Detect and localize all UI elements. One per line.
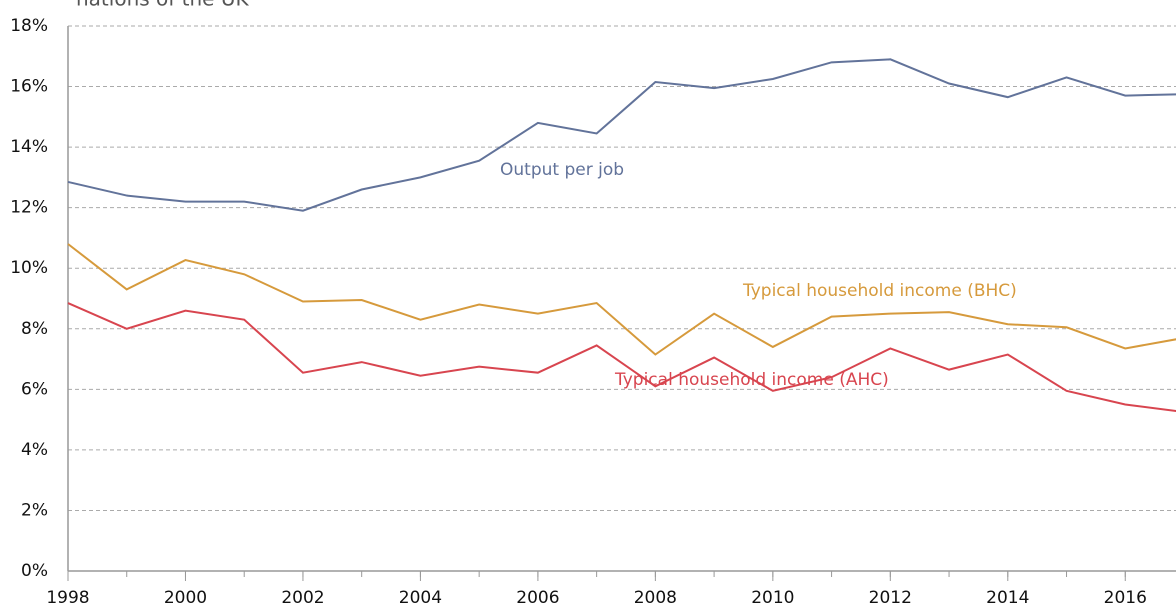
x-tick-label: 2008 — [634, 588, 677, 608]
x-tick-label: 2004 — [399, 588, 442, 608]
series-label: Typical household income (AHC) — [614, 370, 889, 390]
x-tick-label: 2014 — [986, 588, 1029, 608]
x-tick-label: 1998 — [46, 588, 89, 608]
x-tick-label: 2016 — [1104, 588, 1147, 608]
y-tick-label: 6% — [21, 379, 48, 399]
y-tick-label: 4% — [21, 440, 48, 460]
x-tick-label: 2010 — [751, 588, 794, 608]
y-tick-label: 18% — [10, 16, 48, 36]
y-tick-label: 14% — [10, 137, 48, 157]
y-tick-label: 16% — [10, 77, 48, 97]
x-tick-label: 2012 — [869, 588, 912, 608]
series-label: Typical household income (BHC) — [742, 281, 1017, 301]
x-tick-label: 2006 — [516, 588, 559, 608]
series-line — [67, 243, 1176, 356]
chart-subtitle: nations of the UK — [76, 0, 249, 11]
series-line — [67, 58, 1176, 212]
y-tick-label: 2% — [21, 500, 48, 520]
y-tick-label: 0% — [21, 561, 48, 581]
x-tick-label: 2002 — [281, 588, 324, 608]
y-tick-label: 10% — [10, 258, 48, 278]
x-tick-label: 2000 — [164, 588, 207, 608]
series-line — [67, 302, 1176, 413]
y-tick-label: 8% — [21, 319, 48, 339]
series-label: Output per job — [500, 160, 624, 180]
y-tick-label: 12% — [10, 198, 48, 218]
